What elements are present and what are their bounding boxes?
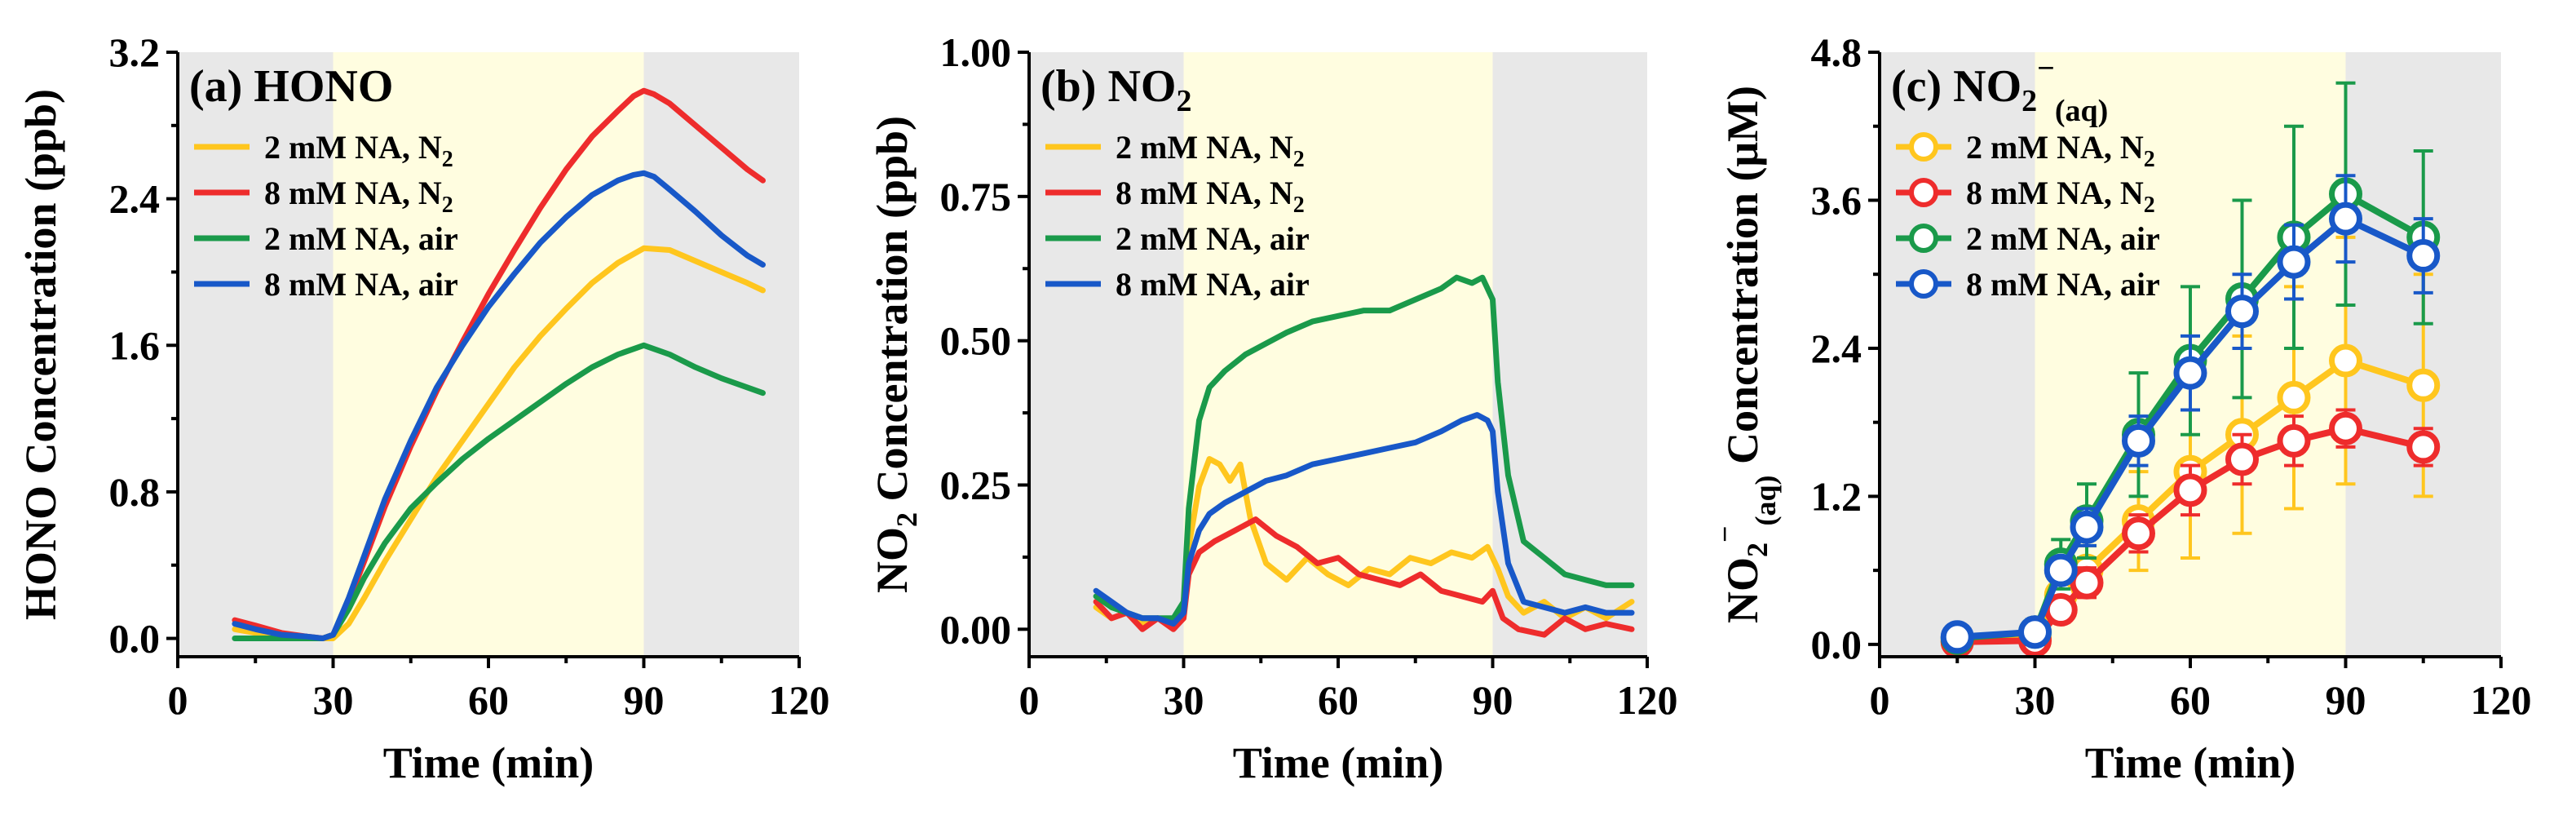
data-point — [2173, 473, 2207, 507]
data-point — [2225, 442, 2259, 476]
x-tick-label: 30 — [313, 677, 354, 723]
data-point — [2225, 295, 2259, 329]
x-axis-label: Time (min) — [383, 738, 594, 787]
y-tick-label: 4.8 — [1811, 29, 1862, 75]
y-axis-label: NO2−(aq) Concentration (μM) — [1708, 86, 1782, 623]
legend-label-green: 2 mM NA, air — [1966, 220, 2160, 257]
y-axis-label: HONO Concentration (ppb) — [16, 89, 65, 620]
legend-marker-blue — [1909, 269, 1938, 299]
data-point — [2122, 516, 2155, 551]
data-point — [2406, 430, 2441, 464]
panel-title: (b) NO2 — [1041, 61, 1191, 118]
x-tick-label: 30 — [2015, 677, 2056, 723]
y-tick-label: 0.50 — [940, 318, 1012, 364]
legend-marker-green — [1909, 224, 1938, 253]
y-tick-label: 0.75 — [940, 174, 1012, 219]
y-tick-label: 1.00 — [940, 29, 1012, 75]
x-tick-label: 120 — [1617, 677, 1678, 723]
legend-label-red: 8 mM NA, N2 — [1966, 175, 2155, 218]
data-point — [2277, 245, 2311, 279]
legend: 2 mM NA, N28 mM NA, N22 mM NA, air 8 mM N… — [194, 129, 458, 303]
x-tick-label: 90 — [2326, 677, 2366, 723]
y-tick-label: 0.00 — [940, 606, 1012, 652]
y-tick-label: 3.2 — [109, 29, 161, 75]
x-tick-label: 120 — [769, 677, 830, 723]
legend-marker-red — [1909, 178, 1938, 207]
data-point — [2018, 615, 2052, 649]
legend-label-yellow: 2 mM NA, N2 — [1966, 129, 2155, 172]
legend: 2 mM NA, N28 mM NA, N22 mM NA, air 8 mM N… — [1045, 129, 1310, 303]
x-tick-label: 60 — [468, 677, 509, 723]
series-green — [1093, 274, 1635, 622]
data-point — [2406, 239, 2441, 273]
data-point — [2329, 411, 2362, 445]
legend-label-red: 8 mM NA, N2 — [1116, 175, 1305, 218]
shaded-region-1 — [1029, 52, 1184, 657]
chart-panel-1: 0 30 60 90 120 0.0 0.8 1.6 2.4 3.2 Time (min) HONO … — [16, 29, 830, 787]
series-blue — [1093, 412, 1635, 627]
shaded-region-3 — [1492, 52, 1647, 657]
shaded-region-1 — [1880, 52, 2035, 657]
data-point — [2406, 368, 2441, 402]
y-tick-label: 0.0 — [109, 616, 161, 662]
data-point — [2070, 565, 2104, 600]
legend-label-blue: 8 mM NA, air — [1966, 266, 2160, 303]
data-point — [2173, 356, 2207, 390]
legend-label-red: 8 mM NA, N2 — [264, 175, 453, 218]
series-line-blue — [232, 170, 766, 641]
legend-marker-yellow — [1909, 132, 1938, 162]
legend-label-yellow: 2 mM NA, N2 — [264, 129, 453, 172]
panel-title: (a) HONO — [189, 61, 393, 112]
legend-label-blue: 8 mM NA, air — [264, 266, 458, 303]
series-line-blue — [1093, 412, 1635, 627]
y-tick-label: 0.8 — [109, 469, 161, 515]
panel-title: (c) NO2−(aq) — [1891, 51, 2108, 128]
data-point — [2329, 343, 2362, 378]
data-point — [2329, 202, 2362, 236]
series-blue — [1940, 174, 2441, 654]
legend-label-green: 2 mM NA, air — [264, 220, 458, 257]
y-tick-label: 3.6 — [1811, 177, 1862, 223]
series-blue — [232, 170, 766, 641]
x-tick-label: 90 — [1473, 677, 1513, 723]
x-tick-label: 30 — [1164, 677, 1204, 723]
x-tick-label: 0 — [168, 677, 188, 723]
x-tick-label: 0 — [1870, 677, 1890, 723]
series-line-red — [1093, 516, 1635, 638]
x-tick-label: 60 — [2170, 677, 2211, 723]
y-tick-label: 1.2 — [1811, 473, 1862, 519]
shaded-region-1 — [178, 52, 334, 657]
data-point — [1940, 620, 1974, 654]
y-tick-label: 2.4 — [1811, 326, 1862, 371]
data-point — [2070, 510, 2104, 544]
series-line-blue — [1954, 215, 2427, 640]
chart-panel-3: 0 30 60 90 120 0.0 1.2 2.4 3.6 4.8 Time (min) NO2−(… — [1708, 29, 2532, 787]
x-tick-label: 90 — [624, 677, 665, 723]
y-axis-label: NO2 Concentration (ppb) — [868, 116, 923, 593]
x-tick-label: 0 — [1019, 677, 1040, 723]
series-line-green — [1093, 274, 1635, 622]
data-point — [2122, 423, 2155, 458]
y-tick-label: 2.4 — [109, 176, 161, 222]
y-tick-label: 0.25 — [940, 462, 1012, 507]
x-axis-label: Time (min) — [2085, 738, 2295, 787]
legend-label-blue: 8 mM NA, air — [1116, 266, 1310, 303]
legend-label-green: 2 mM NA, air — [1116, 220, 1310, 257]
x-tick-label: 60 — [1318, 677, 1359, 723]
y-tick-label: 1.6 — [109, 322, 161, 368]
x-axis-label: Time (min) — [1233, 738, 1443, 787]
shaded-region-2 — [333, 52, 644, 657]
data-point — [2277, 380, 2311, 414]
y-tick-label: 0.0 — [1811, 622, 1862, 667]
legend: 2 mM NA, N28 mM NA, N22 mM NA, air 8 mM N… — [1896, 129, 2160, 303]
series-red — [1093, 516, 1635, 638]
chart-panel-2: 0 30 60 90 120 0.00 0.25 0.50 0.75 1.00 Time (min)… — [868, 29, 1678, 787]
data-point — [2044, 553, 2078, 587]
legend-label-yellow: 2 mM NA, N2 — [1116, 129, 1305, 172]
x-tick-label: 120 — [2471, 677, 2532, 723]
data-point — [2277, 423, 2311, 458]
